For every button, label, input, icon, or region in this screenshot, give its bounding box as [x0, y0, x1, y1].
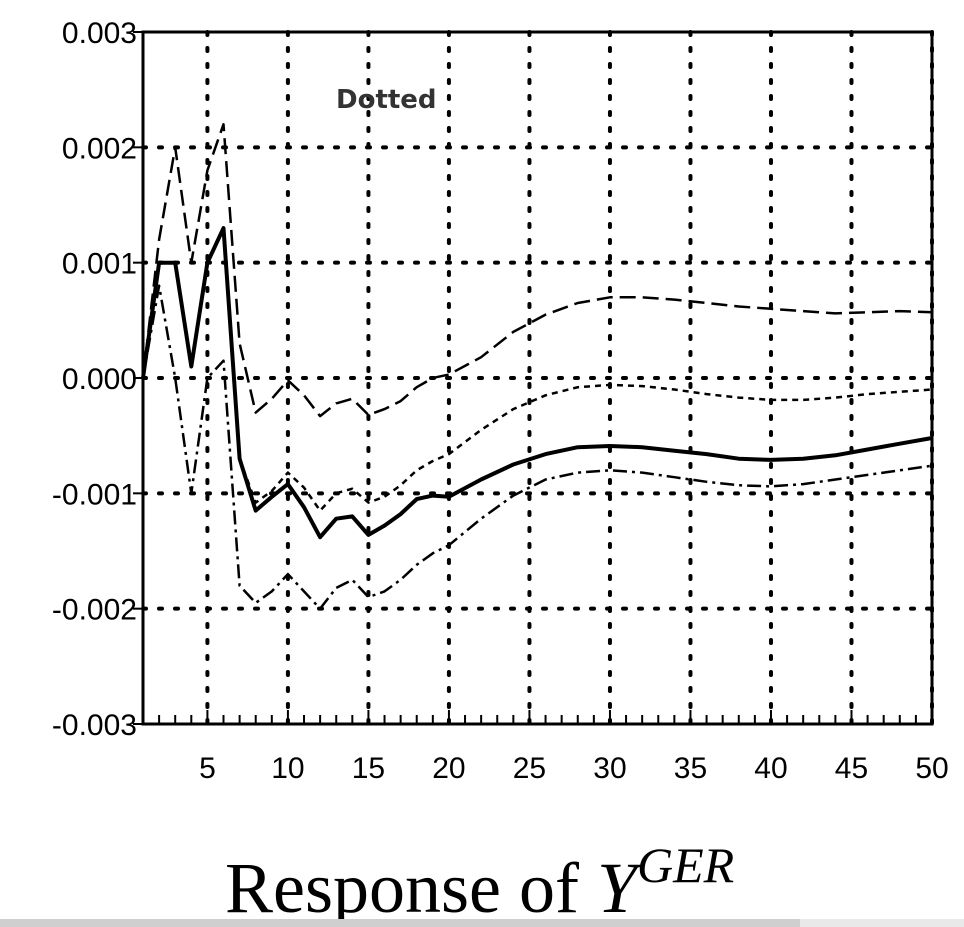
caption-var: Y — [597, 848, 644, 919]
y-tick-label: 0.001 — [62, 248, 137, 281]
scrollbar-thumb[interactable] — [0, 919, 800, 927]
horizontal-scrollbar[interactable] — [0, 919, 964, 927]
series-line-solid — [141, 226, 933, 540]
y-tick-label: -0.002 — [52, 594, 137, 627]
x-tick-label: 50 — [915, 752, 948, 785]
series-lines — [141, 123, 933, 610]
x-tick-label: 35 — [674, 752, 707, 785]
x-tick-label: 10 — [271, 752, 304, 785]
x-tick-label: 45 — [835, 752, 868, 785]
grid-lines — [141, 30, 934, 726]
x-tick-label: 20 — [432, 752, 465, 785]
x-tick-label: 25 — [513, 752, 546, 785]
x-axis-ticks — [142, 710, 933, 724]
caption-main: Response of — [225, 848, 597, 919]
x-tick-label: 15 — [352, 752, 385, 785]
dotted-annotation: Dotted — [336, 85, 437, 115]
x-tick-label: 40 — [754, 752, 787, 785]
x-tick-label: 30 — [593, 752, 626, 785]
y-tick-label: 0.003 — [62, 17, 137, 50]
chart-caption: Response of YGER — [225, 837, 734, 919]
x-tick-label: 5 — [199, 752, 216, 785]
y-axis-tick-labels: -0.003 -0.002 -0.001 0.000 0.001 0.002 0.003 — [52, 17, 143, 742]
series-line-dashdot — [141, 284, 933, 610]
y-tick-label: 0.002 — [62, 132, 137, 165]
y-tick-label: -0.003 — [52, 709, 137, 742]
y-tick-label: -0.001 — [52, 478, 137, 511]
series-line-dotted — [238, 383, 933, 512]
series-line-dashed — [141, 123, 933, 418]
x-axis-tick-labels: 5 10 15 20 25 30 35 40 45 50 — [199, 752, 949, 785]
caption-superscript: GER — [637, 837, 734, 893]
y-tick-label: 0.000 — [62, 363, 137, 396]
